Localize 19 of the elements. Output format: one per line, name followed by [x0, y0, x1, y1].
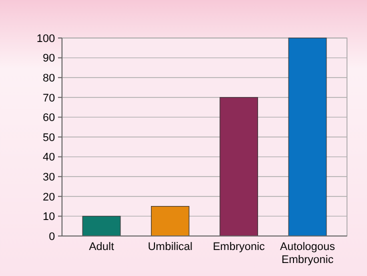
y-tick-label: 60 [42, 112, 55, 124]
bar [288, 38, 327, 236]
y-tick-label: 100 [36, 32, 55, 45]
y-tick-label: 40 [42, 152, 55, 164]
x-tick-label: Adult [88, 241, 114, 253]
y-tick-label: 30 [42, 171, 55, 184]
y-tick-label: 70 [42, 92, 55, 104]
y-tick-label: 0 [48, 230, 55, 243]
x-tick-label: Autologous Embryonic [280, 241, 336, 266]
bar [220, 97, 258, 236]
y-tick-label: 10 [42, 211, 55, 224]
x-tick-label: Umbilical [148, 241, 192, 253]
x-tick-label: Embryonic [212, 241, 266, 253]
y-tick-label: 80 [42, 72, 55, 84]
bar [82, 216, 121, 236]
y-tick-label: 50 [42, 132, 55, 144]
y-tick-label: 20 [42, 191, 55, 204]
y-tick-label: 90 [42, 52, 55, 65]
bar [150, 206, 190, 236]
